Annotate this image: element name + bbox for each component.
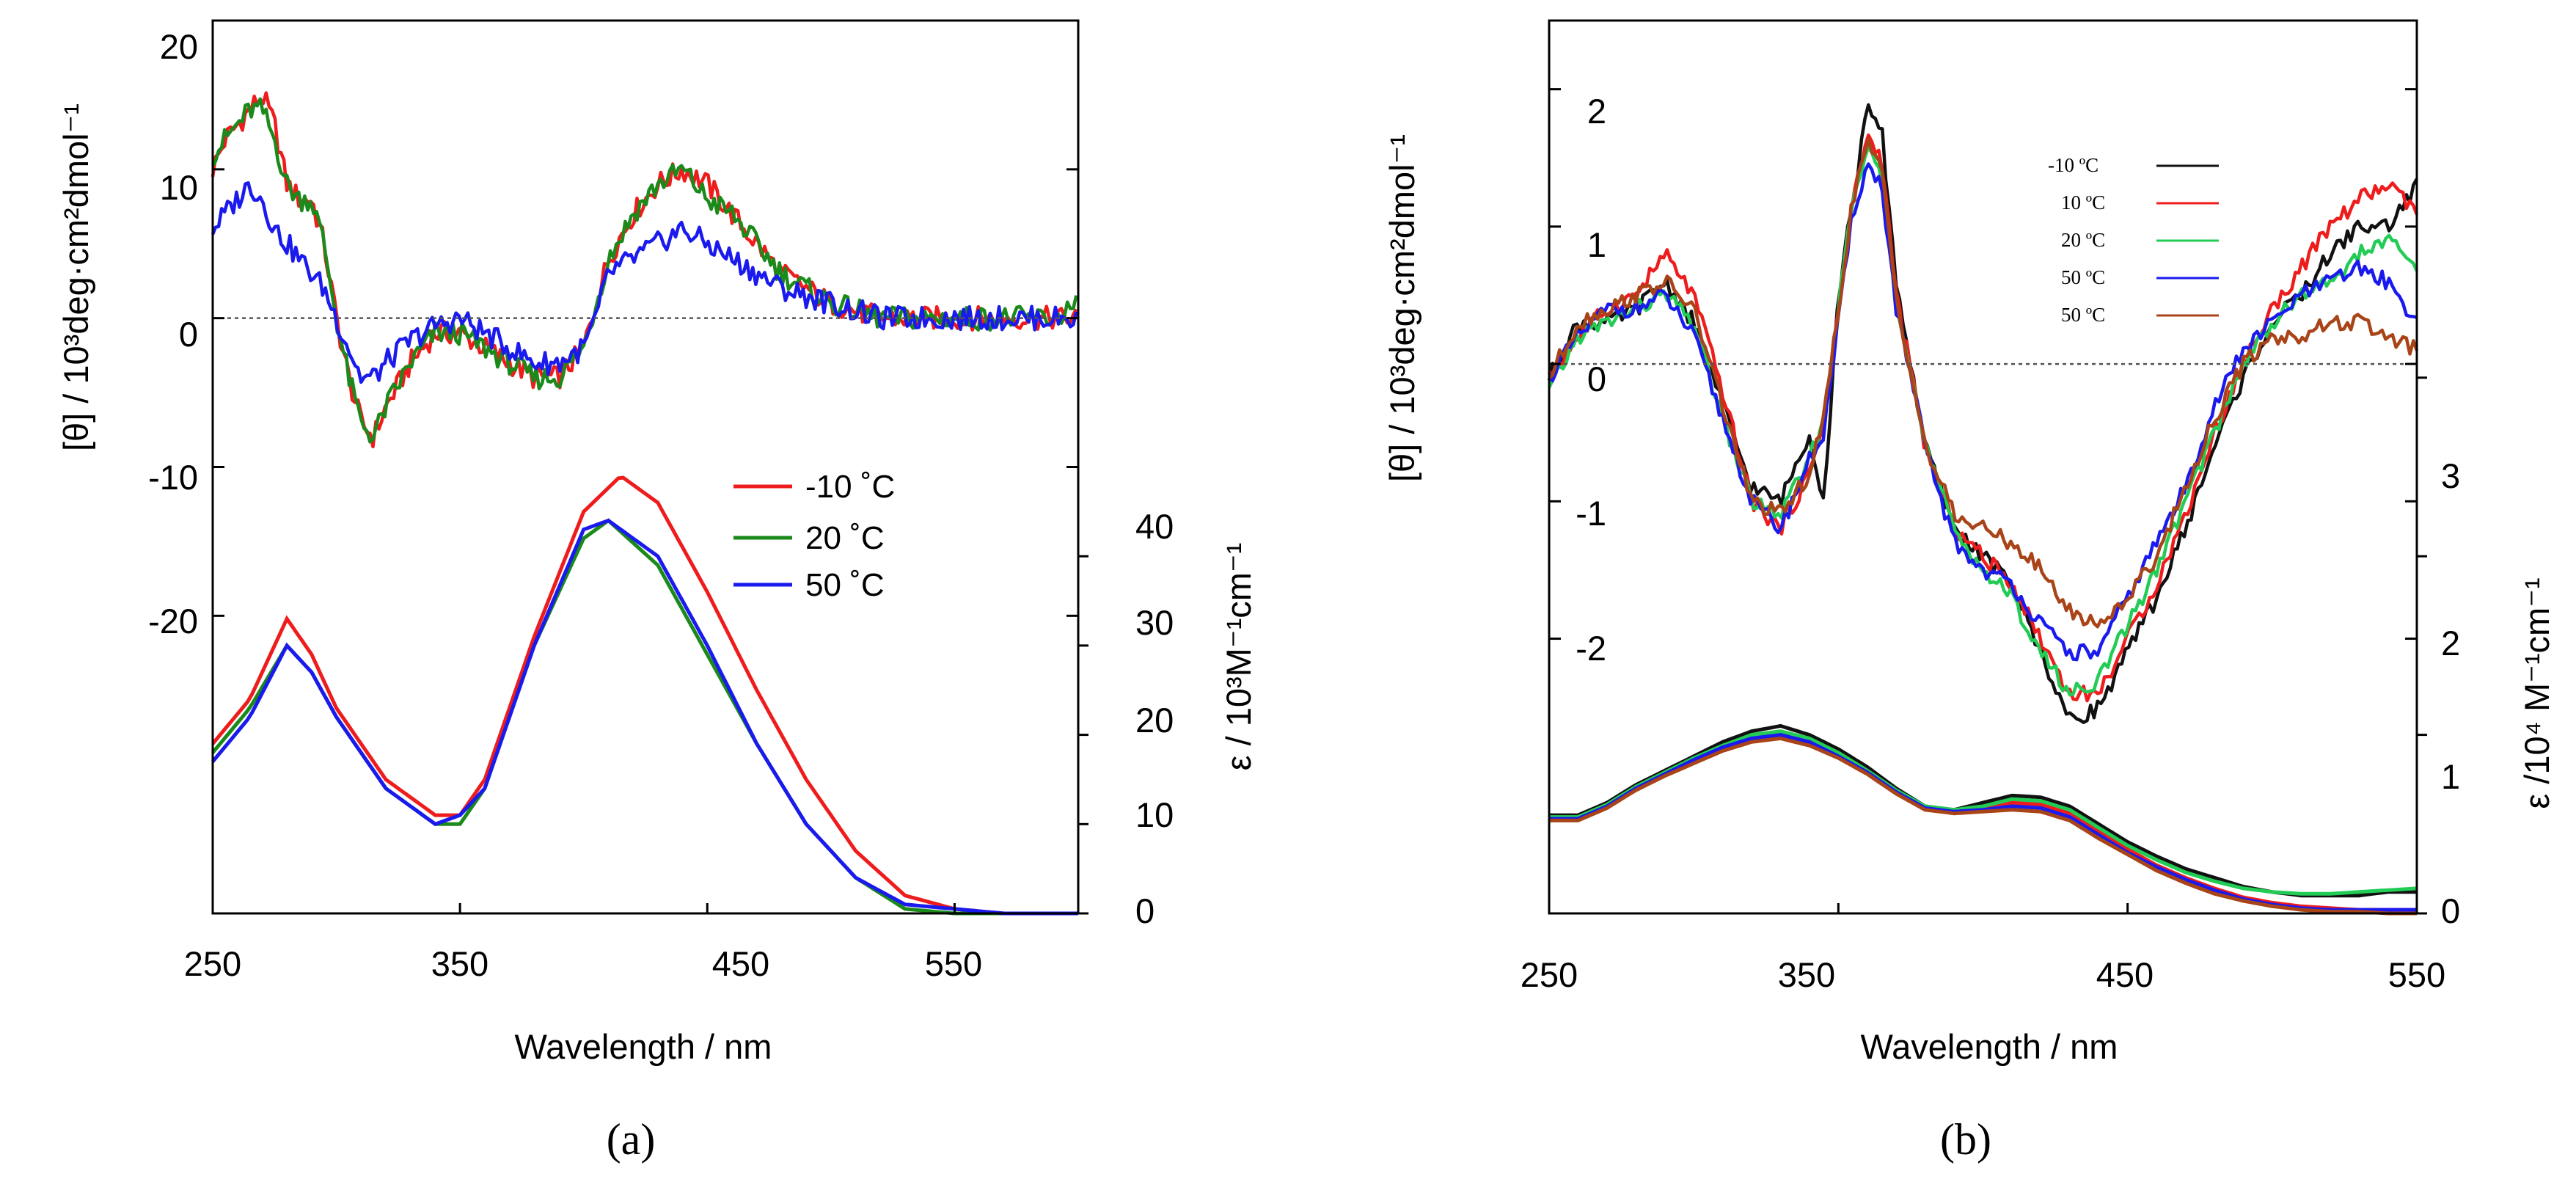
panel-a-series-group	[211, 91, 1078, 916]
panel-b-x-axis-title: Wavelength / nm	[1861, 1027, 2118, 1066]
panel-b-ytick-left: 0	[1587, 359, 1606, 398]
panel-b-legend-label: 10 ºC	[2061, 191, 2105, 213]
panel-a-xtick: 450	[712, 944, 769, 983]
panel-b-xtick: 250	[1521, 955, 1578, 994]
panel-b-abs-line	[1549, 736, 2417, 916]
panel-b-ytick-left: 1	[1587, 225, 1606, 264]
panel-b-ytick-right: 1	[2441, 757, 2460, 796]
panel-a-x-axis-title: Wavelength / nm	[515, 1027, 772, 1066]
panel-b-ytick-left: -2	[1576, 629, 1606, 668]
panel-a-ytick-left: 0	[179, 315, 198, 354]
panel-a-ytick-left: -20	[148, 602, 198, 640]
panel-a-y-axis-title-left: [θ] / 10³deg·cm²dmol⁻¹	[56, 103, 95, 451]
panel-b-ytick-right: 2	[2441, 624, 2460, 662]
panel-b-abs-line	[1549, 733, 2417, 912]
panel-b-ytick-right: 3	[2441, 456, 2460, 495]
panel-a-legend: -10 ˚C 20 ˚C 50 ˚C	[733, 469, 895, 603]
chart-panel-a: 20 10 0 -10 -20 0 10 20 30 40 250 350 45…	[56, 19, 1258, 1164]
panel-b-cd-line	[1547, 162, 2418, 662]
panel-b-legend: -10 ºC 10 ºC 20 ºC 50 ºC 50 ºC	[2048, 154, 2219, 326]
panel-a-ytick-right: 40	[1135, 507, 1174, 546]
panel-b-label: (b)	[1940, 1115, 1991, 1164]
panel-b-ticks	[1548, 88, 2427, 915]
panel-b-cd-line	[1547, 103, 2418, 724]
panel-a-legend-label: -10 ˚C	[805, 469, 895, 505]
panel-a-cd-line	[211, 181, 1078, 384]
panel-a-ytick-right: 0	[1135, 891, 1155, 930]
panel-a-plot-frame	[211, 19, 1080, 915]
panel-a-cd-line	[211, 97, 1078, 444]
panel-a-ytick-left: -10	[148, 458, 198, 497]
panel-a-xtick: 350	[431, 944, 489, 983]
panel-a-ticks	[211, 19, 1088, 915]
panel-a-abs-line	[211, 475, 1078, 916]
panel-b-xtick: 550	[2388, 955, 2445, 994]
panel-a-legend-label: 20 ˚C	[805, 520, 885, 556]
panel-a-ytick-left: 10	[160, 168, 198, 207]
panel-a-ytick-left: 20	[160, 27, 198, 66]
panel-b-cd-line	[1547, 145, 2419, 697]
panel-a-ytick-right: 10	[1135, 795, 1174, 834]
panel-b-xtick: 350	[1778, 955, 1835, 994]
panel-b-legend-label: 50 ºC	[2061, 304, 2105, 326]
panel-a-ytick-right: 20	[1135, 701, 1174, 740]
panel-a-cd-line	[211, 91, 1078, 449]
panel-a-xtick: 550	[925, 944, 982, 983]
panel-a-abs-line	[211, 518, 1078, 916]
panel-b-ytick-left: -1	[1576, 494, 1606, 533]
panel-a-ytick-right: 30	[1135, 603, 1174, 642]
panel-a-legend-label: 50 ˚C	[805, 567, 885, 603]
panel-b-plot-frame	[1548, 19, 2418, 915]
panel-b-ytick-left: 2	[1587, 92, 1606, 131]
panel-b-y-axis-title-left: [θ] / 10³deg·cm²dmol⁻¹	[1383, 134, 1421, 482]
panel-a-label: (a)	[607, 1115, 656, 1164]
panel-b-cd-line	[1548, 138, 2419, 629]
panel-b-legend-label: 20 ºC	[2061, 229, 2105, 251]
panel-b-cd-line	[1548, 133, 2419, 703]
panel-b-legend-label: -10 ºC	[2048, 154, 2099, 176]
panel-b-y-axis-title-right: ε /10⁴ M⁻¹cm⁻¹	[2517, 577, 2556, 808]
panel-b-xtick: 450	[2096, 955, 2154, 994]
panel-b-series-group	[1547, 103, 2419, 916]
panel-b-legend-label: 50 ºC	[2061, 266, 2105, 288]
chart-panel-b: 2 1 0 -1 -2 0 1 2 3 250 350 450 550 Wave…	[1383, 19, 2556, 1164]
panel-a-y-axis-title-right: ε / 10³M⁻¹cm⁻¹	[1219, 543, 1258, 771]
panel-a-xtick: 250	[184, 944, 241, 983]
panel-b-ytick-right: 0	[2441, 891, 2460, 930]
